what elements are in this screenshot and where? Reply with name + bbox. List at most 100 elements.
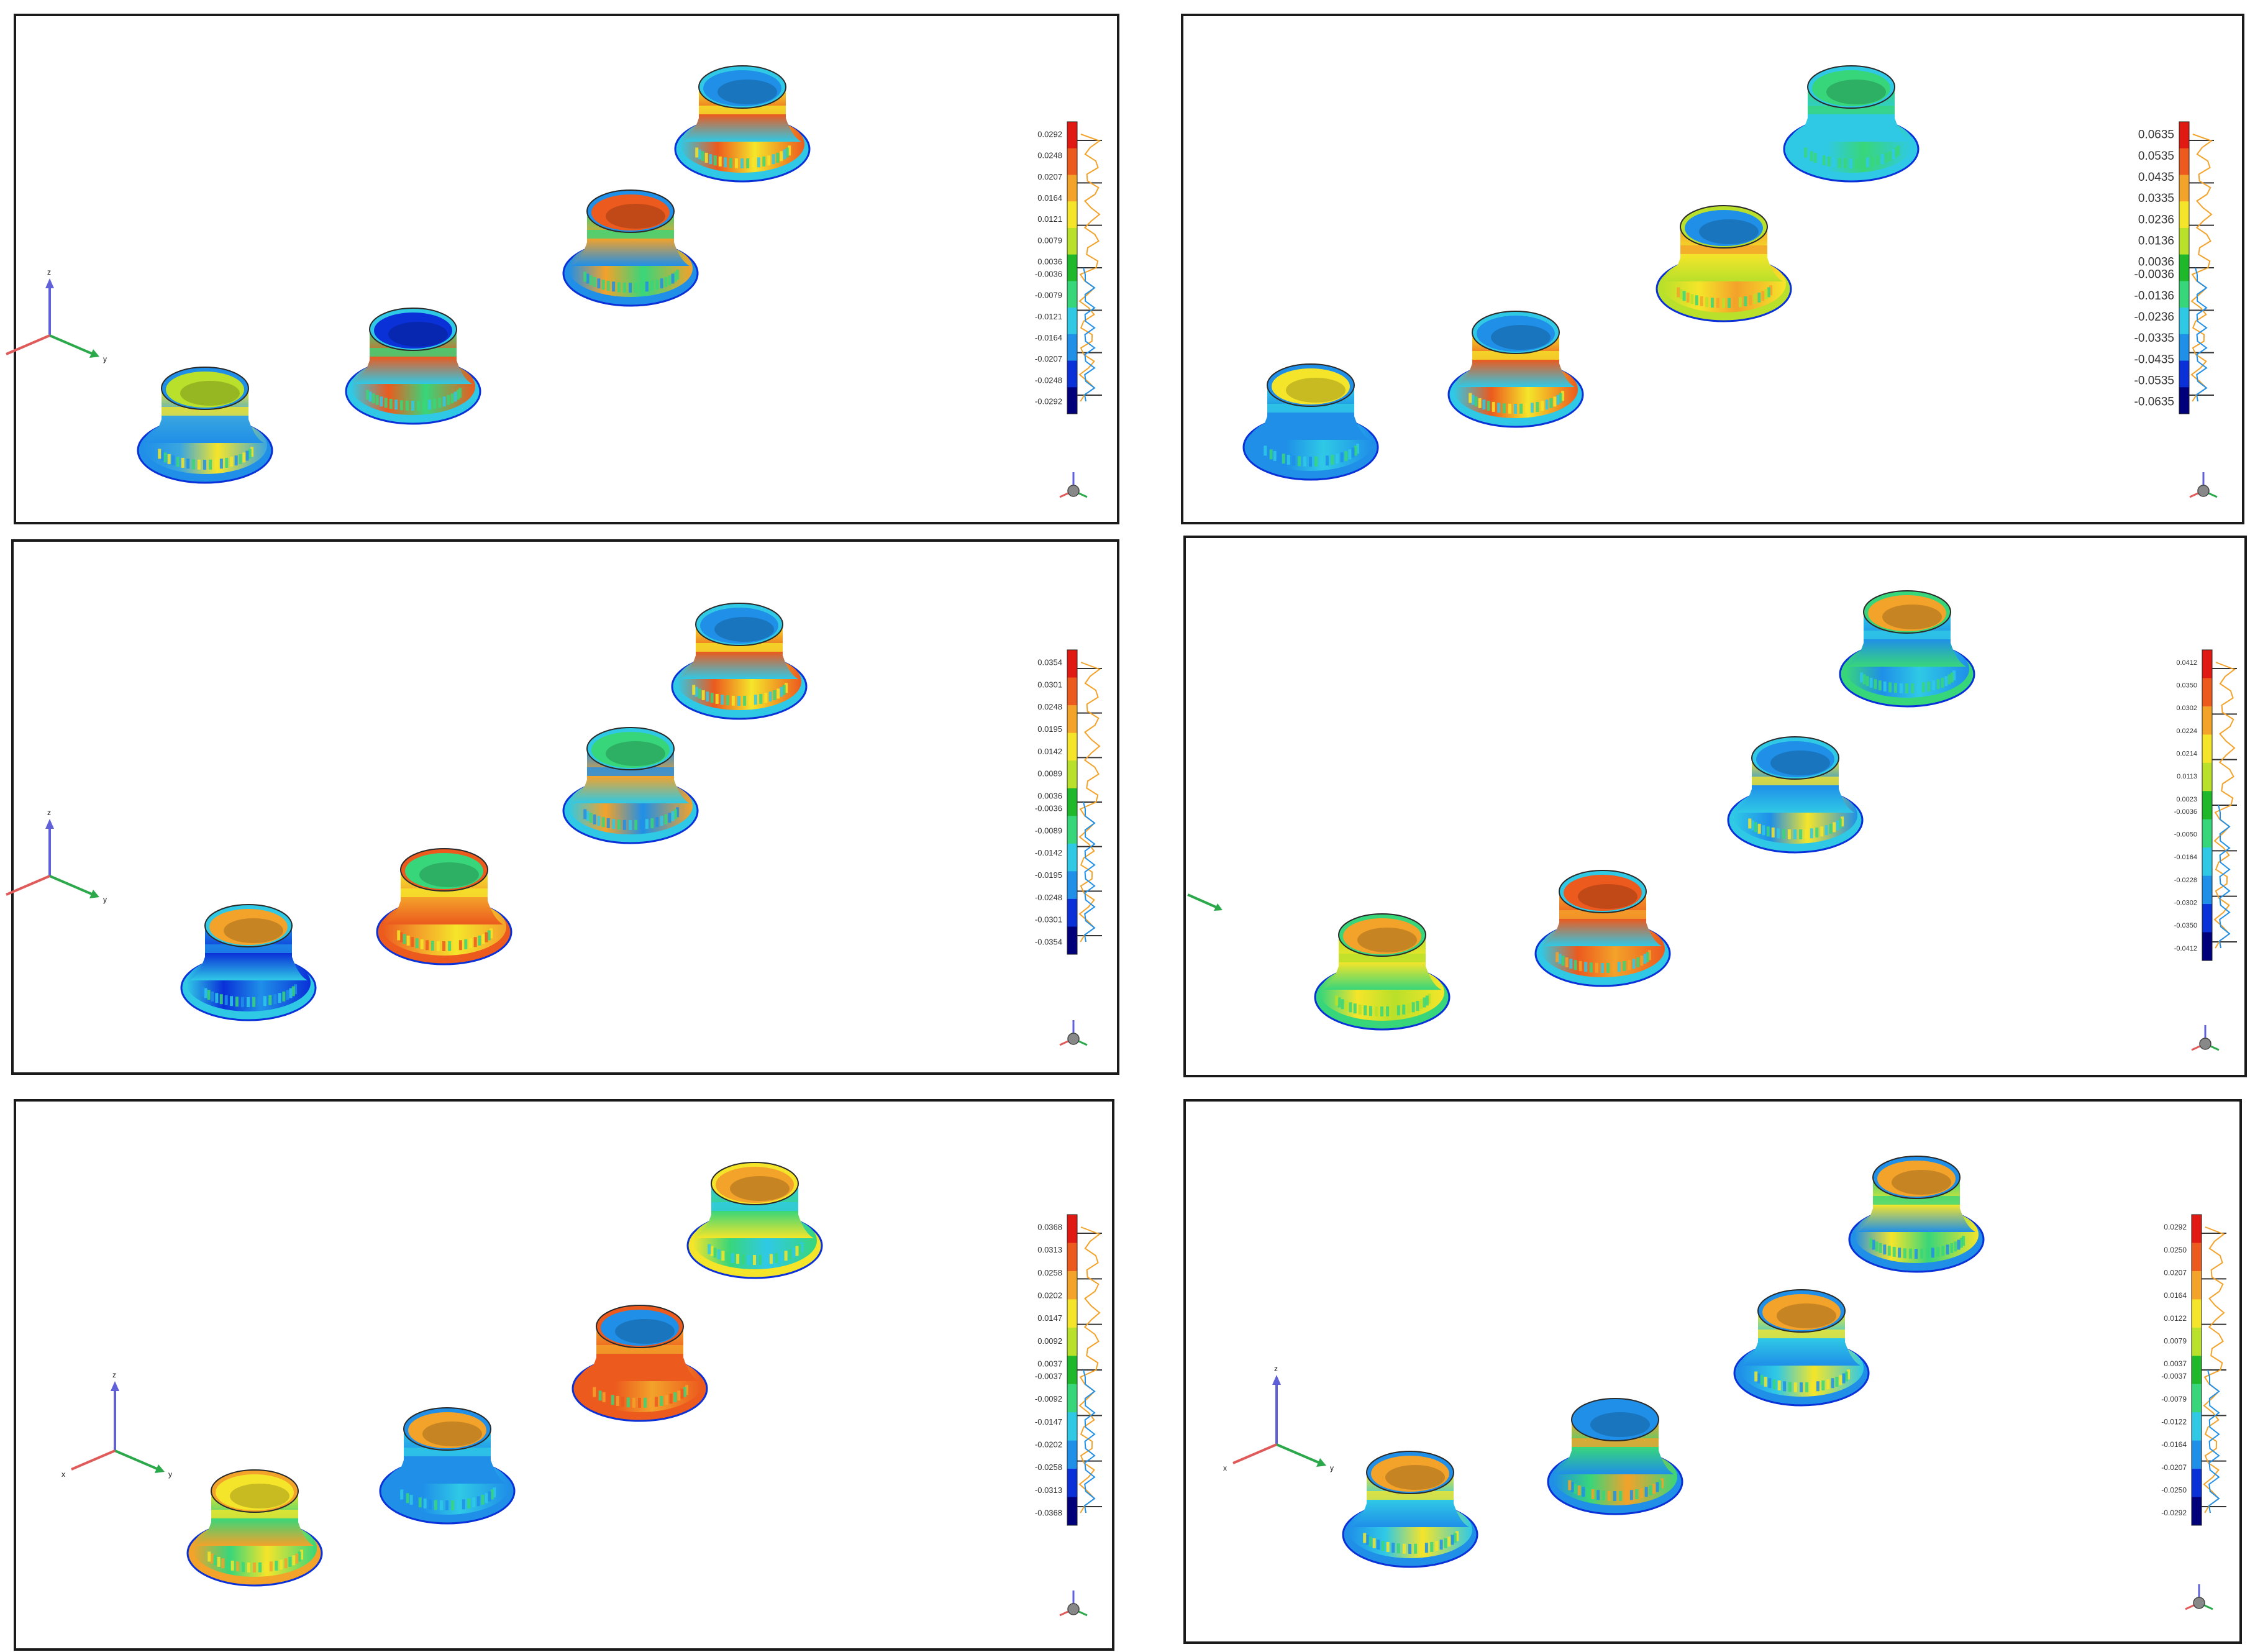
part-p3-a[interactable]: [180, 904, 317, 1021]
legend-color-segment: [1067, 898, 1077, 927]
flange-detail: [1749, 295, 1752, 306]
part-p2-a[interactable]: [1242, 363, 1379, 481]
part-p6-c[interactable]: [1733, 1289, 1870, 1407]
part-p6-a[interactable]: [1342, 1451, 1478, 1568]
legend-color-segment: [2202, 847, 2212, 877]
legend-color-segment: [2179, 281, 2189, 308]
flange-detail: [411, 401, 414, 411]
part-p3-d[interactable]: [671, 603, 808, 720]
flange-detail: [1783, 1381, 1787, 1392]
legend-tick-label: -0.0535: [2134, 374, 2174, 387]
opening-shadow: [1882, 605, 1942, 629]
part-p4-b[interactable]: [1534, 870, 1671, 987]
legend-tick-label: 0.0236: [2138, 213, 2174, 226]
part-p4-a[interactable]: [1314, 913, 1451, 1031]
opening-shadow: [180, 381, 240, 406]
part-p3-c[interactable]: [562, 727, 699, 844]
flange-detail: [268, 995, 272, 1005]
part-p4-c[interactable]: [1727, 736, 1864, 854]
part-p2-b[interactable]: [1447, 311, 1584, 428]
flange-detail: [752, 158, 755, 168]
part-p5-b[interactable]: [379, 1407, 516, 1525]
flange-detail: [780, 1252, 783, 1262]
part-p1-a[interactable]: [137, 367, 273, 484]
flange-detail: [764, 693, 768, 703]
flange-detail: [1944, 676, 1948, 687]
view-cube-triad-panel-5[interactable]: [1059, 1590, 1088, 1617]
opening-inner: [1564, 875, 1642, 911]
view-cube-triad-panel-6[interactable]: [2185, 1584, 2213, 1610]
flange-detail: [453, 941, 457, 951]
flange-detail: [181, 457, 184, 468]
legend-color-segment: [1067, 360, 1077, 388]
flange-detail: [706, 691, 709, 702]
flange-detail: [673, 809, 677, 819]
flange-detail: [1519, 403, 1523, 414]
part-p1-b[interactable]: [345, 308, 481, 425]
view-cube-triad-panel-1[interactable]: [1059, 472, 1088, 498]
flange-detail: [655, 280, 659, 290]
part-p1-c[interactable]: [562, 189, 699, 307]
legend-tick-label: 0.0142: [1037, 747, 1062, 756]
flange-detail: [701, 151, 704, 162]
flange-detail: [286, 990, 289, 1000]
neck-band: [162, 407, 248, 416]
flange-detail: [731, 695, 735, 706]
part-p2-c[interactable]: [1656, 205, 1792, 322]
flange-detail: [1586, 1488, 1590, 1499]
flange-detail: [1356, 444, 1360, 454]
y-axis-arrow: [114, 1449, 159, 1471]
flange-detail: [1754, 822, 1757, 833]
y-axis-label: y: [1330, 1464, 1334, 1472]
flange-detail: [1824, 825, 1828, 836]
flange-detail: [230, 457, 234, 467]
part-p6-b[interactable]: [1547, 1398, 1683, 1515]
part-p6-d[interactable]: [1848, 1156, 1985, 1273]
flange-detail: [1947, 674, 1951, 685]
flange-detail: [798, 1244, 801, 1254]
neck-band: [211, 1510, 298, 1518]
legend-tick-label: -0.0228: [2174, 877, 2197, 884]
part-p3-b[interactable]: [376, 848, 512, 965]
flange-detail: [597, 816, 601, 826]
flange-detail: [780, 687, 783, 697]
flange-detail: [197, 459, 201, 470]
part-p1-d[interactable]: [674, 65, 811, 183]
opening-shadow: [1578, 884, 1637, 909]
legend-tick-label: -0.0079: [2161, 1395, 2187, 1403]
flange-detail: [1738, 297, 1742, 308]
flange-detail: [1941, 677, 1944, 688]
opening-shadow: [388, 322, 448, 347]
flange-detail: [1818, 154, 1821, 165]
legend-tick-label: -0.0236: [2134, 311, 2174, 324]
flange-detail: [1396, 1005, 1400, 1016]
part-p2-d[interactable]: [1783, 65, 1920, 183]
flange-detail: [1876, 155, 1880, 166]
neck-band: [1339, 954, 1426, 962]
flange-detail: [467, 1498, 471, 1508]
legend-tick-label: 0.0037: [2164, 1359, 2187, 1368]
flange-detail: [595, 1389, 599, 1399]
part-p5-a[interactable]: [186, 1469, 323, 1587]
neck-band: [205, 944, 292, 953]
view-cube-triad-panel-2[interactable]: [2189, 472, 2218, 498]
legend-color-segment: [2192, 1215, 2202, 1243]
view-cube-triad-panel-4[interactable]: [2191, 1025, 2220, 1051]
legend-tick-label: 0.0301: [1037, 680, 1062, 689]
part-p4-d[interactable]: [1839, 590, 1975, 708]
opening-inner: [374, 313, 452, 349]
flange-detail: [710, 693, 714, 703]
part-p5-c[interactable]: [572, 1305, 708, 1422]
flange-detail: [462, 1499, 465, 1510]
flange-detail: [1829, 823, 1833, 834]
opening-inner: [703, 70, 781, 106]
opening-inner: [1685, 210, 1763, 246]
flange-detail: [1508, 403, 1511, 414]
legend-tick-label: 0.0350: [2176, 682, 2197, 690]
flange-detail: [273, 994, 277, 1005]
view-cube-triad-panel-3[interactable]: [1059, 1020, 1088, 1046]
flange-detail: [1894, 147, 1898, 158]
part-p5-d[interactable]: [686, 1162, 823, 1279]
flange-detail: [1369, 1006, 1372, 1016]
flange-detail: [1927, 681, 1931, 691]
